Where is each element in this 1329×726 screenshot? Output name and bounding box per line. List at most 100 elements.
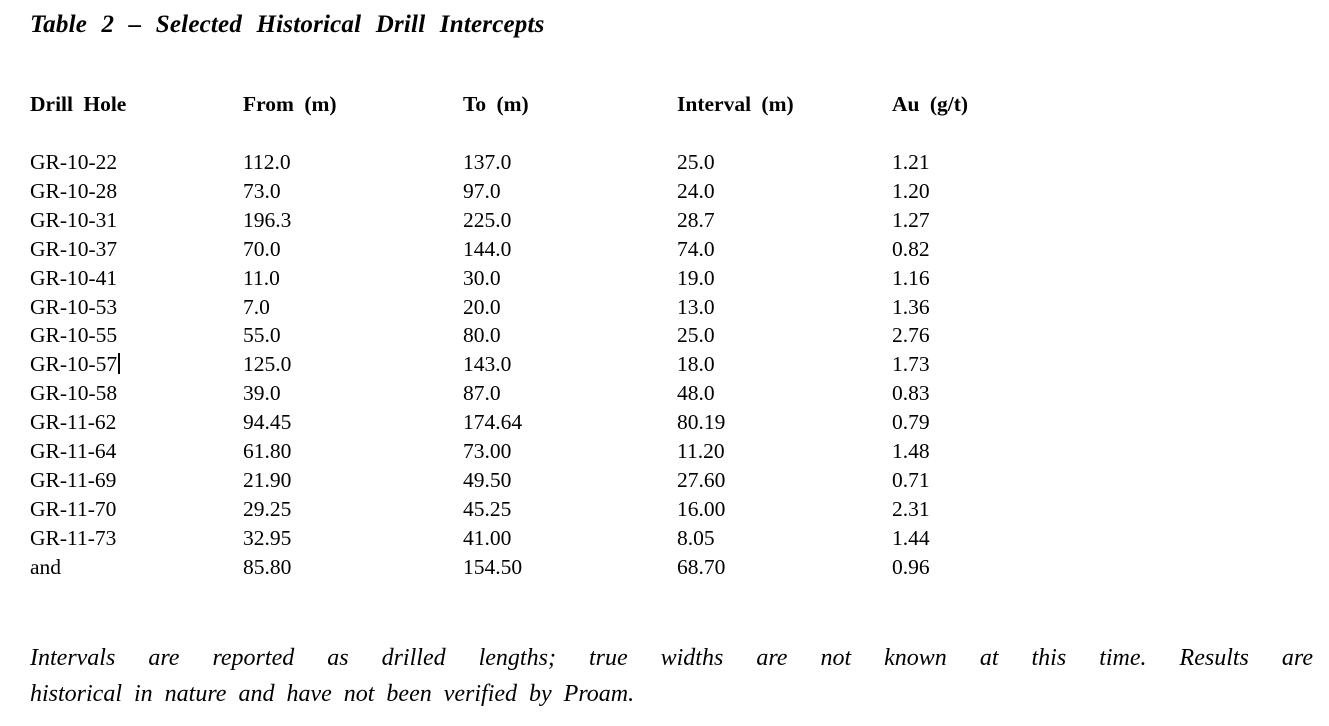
table-cell: and bbox=[30, 554, 62, 579]
table-cell: 61.80 bbox=[243, 439, 292, 464]
table-cell: 30.0 bbox=[463, 265, 501, 290]
column-header-au: Au (g/t) bbox=[892, 92, 969, 116]
table-cell: 19.0 bbox=[677, 265, 715, 290]
table-cell: 1.27 bbox=[892, 207, 930, 232]
table-cell: 11.20 bbox=[677, 439, 725, 464]
table-cell: 25.0 bbox=[677, 323, 715, 348]
table-cell: 196.3 bbox=[243, 207, 292, 232]
table-cell: 20.0 bbox=[463, 294, 501, 319]
table-cell: 21.90 bbox=[243, 467, 292, 492]
table-cell: 1.16 bbox=[892, 265, 930, 290]
table-cell: 1.73 bbox=[892, 352, 930, 377]
table-cell: 1.20 bbox=[892, 178, 930, 203]
table-cell: 80.19 bbox=[677, 410, 726, 435]
table-cell: 154.50 bbox=[463, 554, 523, 579]
table-row: and 85.80 154.50 68.70 0.96 bbox=[30, 553, 1299, 582]
table-body: GR-10-22 112.0 137.0 25.0 1.21 GR-10-28 73.0 97… bbox=[30, 148, 1299, 582]
table-cell: 112.0 bbox=[243, 150, 291, 174]
table-cell: 0.82 bbox=[892, 236, 930, 261]
table-cell: 16.00 bbox=[677, 496, 726, 521]
footnote: Intervals are reported as drilled length… bbox=[30, 641, 1313, 712]
table-cell: 73.0 bbox=[243, 178, 281, 203]
table-cell: GR-11-64 bbox=[30, 439, 117, 464]
text-cursor bbox=[118, 353, 121, 375]
table-cell: GR-10-22 bbox=[30, 150, 118, 174]
column-header-interval: Interval (m) bbox=[677, 92, 794, 116]
table-cell: 32.95 bbox=[243, 525, 292, 550]
table-cell: GR-11-73 bbox=[30, 525, 117, 550]
table-cell: 0.96 bbox=[892, 554, 930, 579]
table-cell: GR-10-41 bbox=[30, 265, 118, 290]
table-row: GR-11-70 29.25 45.25 16.00 2.31 bbox=[30, 495, 1299, 524]
table-row: GR-11-73 32.95 41.00 8.05 1.44 bbox=[30, 524, 1299, 553]
table-row: GR-10-53 7.0 20.0 13.0 1.36 bbox=[30, 293, 1299, 322]
table-cell: 18.0 bbox=[677, 352, 715, 377]
table-cell: GR-11-62 bbox=[30, 410, 117, 435]
table-cell: 49.50 bbox=[463, 467, 512, 492]
table-cell: GR-11-70 bbox=[30, 496, 117, 521]
table-cell: 27.60 bbox=[677, 467, 726, 492]
table-cell: 28.7 bbox=[677, 207, 715, 232]
table-cell: GR-10-53 bbox=[30, 294, 118, 319]
column-header-drill-hole: Drill Hole bbox=[30, 92, 127, 116]
table-cell: 74.0 bbox=[677, 236, 715, 261]
table-cell: 137.0 bbox=[463, 150, 512, 174]
table-cell: 13.0 bbox=[677, 294, 715, 319]
table-row: GR-11-62 94.45 174.64 80.19 0.79 bbox=[30, 408, 1299, 437]
table-cell: 87.0 bbox=[463, 381, 501, 406]
table-row: GR-11-64 61.80 73.00 11.20 1.48 bbox=[30, 437, 1299, 466]
table-cell: 97.0 bbox=[463, 178, 501, 203]
table-cell: 94.45 bbox=[243, 410, 292, 435]
table-cell: 174.64 bbox=[463, 410, 523, 435]
table-cell: GR-10-55 bbox=[30, 323, 118, 348]
table-cell: 2.76 bbox=[892, 323, 930, 348]
table-cell: 70.0 bbox=[243, 236, 281, 261]
column-header-from: From (m) bbox=[243, 92, 337, 116]
table-row: GR-10-22 112.0 137.0 25.0 1.21 bbox=[30, 148, 1299, 177]
table-cell: 2.31 bbox=[892, 496, 930, 521]
table-row: GR-10-28 73.0 97.0 24.0 1.20 bbox=[30, 177, 1299, 206]
table-cell: GR-10-37 bbox=[30, 236, 118, 261]
table-cell: 7.0 bbox=[243, 294, 270, 319]
table-cell: 144.0 bbox=[463, 236, 512, 261]
table-cell: 45.25 bbox=[463, 496, 512, 521]
table-cell: 80.0 bbox=[463, 323, 501, 348]
table-cell: 1.36 bbox=[892, 294, 930, 319]
table-cell: 0.71 bbox=[892, 467, 930, 492]
table-cell: 0.79 bbox=[892, 410, 930, 435]
table-cell: 125.0 bbox=[243, 352, 292, 377]
table-row: GR-10-55 55.0 80.0 25.0 2.76 bbox=[30, 321, 1299, 350]
table-cell: 39.0 bbox=[243, 381, 281, 406]
table-cell: GR-10-28 bbox=[30, 178, 118, 203]
table-cell: GR-10-57 bbox=[30, 350, 243, 379]
table-cell: GR-10-31 bbox=[30, 207, 118, 232]
table-cell: 225.0 bbox=[463, 207, 512, 232]
table-cell: 1.48 bbox=[892, 439, 930, 464]
table-cell: 48.0 bbox=[677, 381, 715, 406]
table-cell: 1.21 bbox=[892, 150, 930, 174]
table-row: GR-10-37 70.0 144.0 74.0 0.82 bbox=[30, 235, 1299, 264]
table-row: GR-10-31 196.3 225.0 28.7 1.27 bbox=[30, 206, 1299, 235]
table-cell: 41.00 bbox=[463, 525, 512, 550]
table-row: GR-10-58 39.0 87.0 48.0 0.83 bbox=[30, 379, 1299, 408]
table-cell: 73.00 bbox=[463, 439, 512, 464]
footnote-line-2: historical in nature and have not been v… bbox=[30, 680, 635, 707]
table-row: GR-10-57 125.0 143.0 18.0 1.73 bbox=[30, 350, 1299, 379]
table-cell: 1.44 bbox=[892, 525, 930, 550]
table-cell: 55.0 bbox=[243, 323, 281, 348]
table-cell: 143.0 bbox=[463, 352, 512, 377]
table-cell: 29.25 bbox=[243, 496, 292, 521]
column-header-to: To (m) bbox=[463, 92, 529, 116]
table-cell: 8.05 bbox=[677, 525, 715, 550]
table-cell: 11.0 bbox=[243, 265, 280, 290]
table-title: Table 2 – Selected Historical Drill Inte… bbox=[30, 11, 545, 38]
table-cell: 85.80 bbox=[243, 554, 292, 579]
table-cell: GR-10-58 bbox=[30, 381, 118, 406]
table-header-row: Drill Hole From (m) To (m) Interval (m) … bbox=[30, 90, 1299, 119]
table-row: GR-11-69 21.90 49.50 27.60 0.71 bbox=[30, 466, 1299, 495]
table-cell: GR-11-69 bbox=[30, 467, 117, 492]
table-row: GR-10-41 11.0 30.0 19.0 1.16 bbox=[30, 264, 1299, 293]
table-cell: 68.70 bbox=[677, 554, 726, 579]
table-cell: 0.83 bbox=[892, 381, 930, 406]
